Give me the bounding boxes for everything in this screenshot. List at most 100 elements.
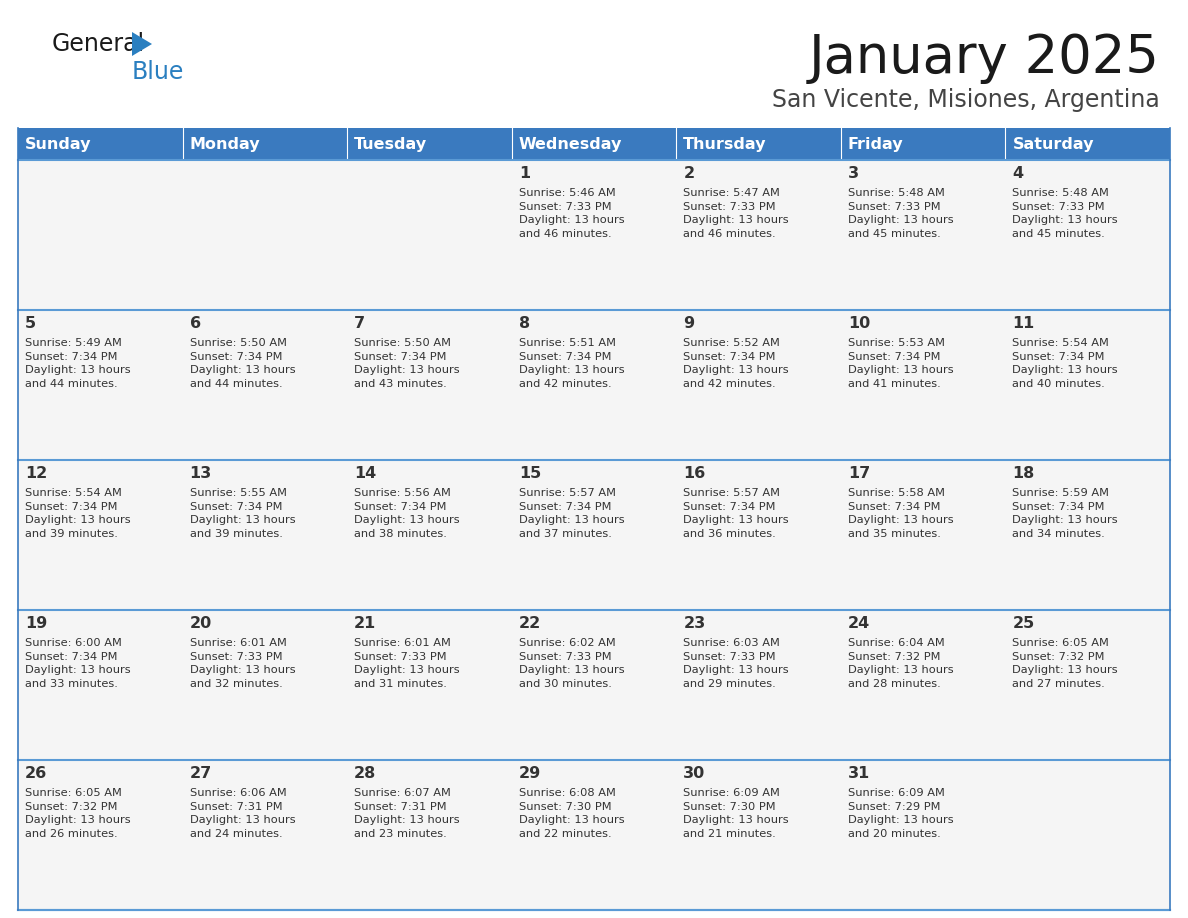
Text: Wednesday: Wednesday (519, 137, 623, 151)
Text: Daylight: 13 hours
and 24 minutes.: Daylight: 13 hours and 24 minutes. (190, 815, 295, 839)
Text: 17: 17 (848, 466, 870, 482)
Text: 29: 29 (519, 767, 541, 781)
Text: Sunrise: 6:04 AM: Sunrise: 6:04 AM (848, 638, 944, 648)
Text: Sunrise: 5:59 AM: Sunrise: 5:59 AM (1012, 488, 1110, 498)
Text: Sunset: 7:31 PM: Sunset: 7:31 PM (354, 801, 447, 812)
Text: Sunset: 7:34 PM: Sunset: 7:34 PM (190, 352, 282, 362)
Text: Sunset: 7:34 PM: Sunset: 7:34 PM (25, 652, 118, 662)
Text: 27: 27 (190, 767, 211, 781)
Bar (841, 460, 1005, 610)
Text: Sunrise: 5:54 AM: Sunrise: 5:54 AM (25, 488, 122, 498)
Text: 21: 21 (354, 617, 377, 632)
Text: Sunset: 7:33 PM: Sunset: 7:33 PM (519, 652, 612, 662)
Bar (841, 760, 1005, 910)
Text: Sunrise: 6:01 AM: Sunrise: 6:01 AM (190, 638, 286, 648)
Text: Sunrise: 5:57 AM: Sunrise: 5:57 AM (683, 488, 781, 498)
Bar (676, 760, 841, 910)
Text: Sunrise: 5:53 AM: Sunrise: 5:53 AM (848, 338, 944, 348)
Text: 20: 20 (190, 617, 211, 632)
Text: Daylight: 13 hours
and 32 minutes.: Daylight: 13 hours and 32 minutes. (190, 665, 295, 688)
Bar (841, 310, 1005, 460)
Text: Sunset: 7:34 PM: Sunset: 7:34 PM (848, 501, 941, 511)
Text: Daylight: 13 hours
and 46 minutes.: Daylight: 13 hours and 46 minutes. (683, 215, 789, 239)
Text: Sunrise: 6:05 AM: Sunrise: 6:05 AM (25, 788, 122, 798)
Text: Daylight: 13 hours
and 36 minutes.: Daylight: 13 hours and 36 minutes. (683, 515, 789, 539)
Bar (676, 460, 841, 610)
Text: Daylight: 13 hours
and 46 minutes.: Daylight: 13 hours and 46 minutes. (519, 215, 625, 239)
Text: Sunset: 7:34 PM: Sunset: 7:34 PM (683, 501, 776, 511)
Text: 16: 16 (683, 466, 706, 482)
Text: Friday: Friday (848, 137, 904, 151)
Text: Sunrise: 5:51 AM: Sunrise: 5:51 AM (519, 338, 615, 348)
Text: Sunset: 7:29 PM: Sunset: 7:29 PM (848, 801, 941, 812)
Bar (183, 460, 347, 610)
Text: Daylight: 13 hours
and 33 minutes.: Daylight: 13 hours and 33 minutes. (25, 665, 131, 688)
Text: General: General (52, 32, 145, 56)
Bar (347, 310, 512, 460)
Text: Sunset: 7:34 PM: Sunset: 7:34 PM (683, 352, 776, 362)
Text: 31: 31 (848, 767, 870, 781)
Text: 28: 28 (354, 767, 377, 781)
Bar (676, 610, 841, 760)
Text: Daylight: 13 hours
and 26 minutes.: Daylight: 13 hours and 26 minutes. (25, 815, 131, 839)
Text: Sunrise: 5:49 AM: Sunrise: 5:49 AM (25, 338, 122, 348)
Text: Sunset: 7:32 PM: Sunset: 7:32 PM (848, 652, 941, 662)
Bar (183, 310, 347, 460)
Text: 13: 13 (190, 466, 211, 482)
Text: Sunset: 7:34 PM: Sunset: 7:34 PM (519, 352, 611, 362)
Text: 23: 23 (683, 617, 706, 632)
Text: Monday: Monday (190, 137, 260, 151)
Text: Daylight: 13 hours
and 39 minutes.: Daylight: 13 hours and 39 minutes. (190, 515, 295, 539)
Text: Blue: Blue (132, 60, 184, 84)
Text: Sunset: 7:34 PM: Sunset: 7:34 PM (25, 352, 118, 362)
Text: 5: 5 (25, 317, 36, 331)
Text: San Vicente, Misiones, Argentina: San Vicente, Misiones, Argentina (772, 88, 1159, 112)
Text: Daylight: 13 hours
and 21 minutes.: Daylight: 13 hours and 21 minutes. (683, 815, 789, 839)
Bar (183, 160, 347, 310)
Bar (512, 310, 676, 460)
Text: Sunrise: 6:09 AM: Sunrise: 6:09 AM (848, 788, 944, 798)
Text: 15: 15 (519, 466, 541, 482)
Text: 6: 6 (190, 317, 201, 331)
Text: Sunset: 7:33 PM: Sunset: 7:33 PM (354, 652, 447, 662)
Bar (512, 610, 676, 760)
Text: Sunrise: 5:56 AM: Sunrise: 5:56 AM (354, 488, 451, 498)
Text: January 2025: January 2025 (809, 32, 1159, 84)
Text: Daylight: 13 hours
and 45 minutes.: Daylight: 13 hours and 45 minutes. (848, 215, 954, 239)
Text: Sunset: 7:33 PM: Sunset: 7:33 PM (683, 652, 776, 662)
Text: Sunrise: 5:57 AM: Sunrise: 5:57 AM (519, 488, 615, 498)
Text: Sunset: 7:32 PM: Sunset: 7:32 PM (25, 801, 118, 812)
Text: Daylight: 13 hours
and 23 minutes.: Daylight: 13 hours and 23 minutes. (354, 815, 460, 839)
Text: Daylight: 13 hours
and 44 minutes.: Daylight: 13 hours and 44 minutes. (190, 365, 295, 388)
Text: Daylight: 13 hours
and 38 minutes.: Daylight: 13 hours and 38 minutes. (354, 515, 460, 539)
Text: Sunday: Sunday (25, 137, 91, 151)
Text: Sunrise: 6:01 AM: Sunrise: 6:01 AM (354, 638, 451, 648)
Text: Daylight: 13 hours
and 44 minutes.: Daylight: 13 hours and 44 minutes. (25, 365, 131, 388)
Text: 18: 18 (1012, 466, 1035, 482)
Text: Saturday: Saturday (1012, 137, 1094, 151)
Text: Sunrise: 5:50 AM: Sunrise: 5:50 AM (190, 338, 286, 348)
Bar (1005, 610, 1170, 760)
Text: 22: 22 (519, 617, 541, 632)
Polygon shape (132, 32, 152, 56)
Text: 12: 12 (25, 466, 48, 482)
Text: Daylight: 13 hours
and 20 minutes.: Daylight: 13 hours and 20 minutes. (848, 815, 954, 839)
Bar (1005, 160, 1170, 310)
Text: Sunset: 7:34 PM: Sunset: 7:34 PM (190, 501, 282, 511)
Text: Sunset: 7:34 PM: Sunset: 7:34 PM (848, 352, 941, 362)
Text: Sunrise: 5:48 AM: Sunrise: 5:48 AM (1012, 188, 1110, 198)
Text: Daylight: 13 hours
and 42 minutes.: Daylight: 13 hours and 42 minutes. (519, 365, 625, 388)
Text: Tuesday: Tuesday (354, 137, 428, 151)
Text: 30: 30 (683, 767, 706, 781)
Bar (18, 760, 183, 910)
Text: 26: 26 (25, 767, 48, 781)
Text: Sunset: 7:33 PM: Sunset: 7:33 PM (848, 201, 941, 211)
Bar (183, 760, 347, 910)
Text: Daylight: 13 hours
and 43 minutes.: Daylight: 13 hours and 43 minutes. (354, 365, 460, 388)
Bar (1005, 310, 1170, 460)
Text: Sunset: 7:34 PM: Sunset: 7:34 PM (1012, 352, 1105, 362)
Bar (841, 160, 1005, 310)
Text: Sunset: 7:33 PM: Sunset: 7:33 PM (683, 201, 776, 211)
Text: Daylight: 13 hours
and 37 minutes.: Daylight: 13 hours and 37 minutes. (519, 515, 625, 539)
Text: Daylight: 13 hours
and 35 minutes.: Daylight: 13 hours and 35 minutes. (848, 515, 954, 539)
